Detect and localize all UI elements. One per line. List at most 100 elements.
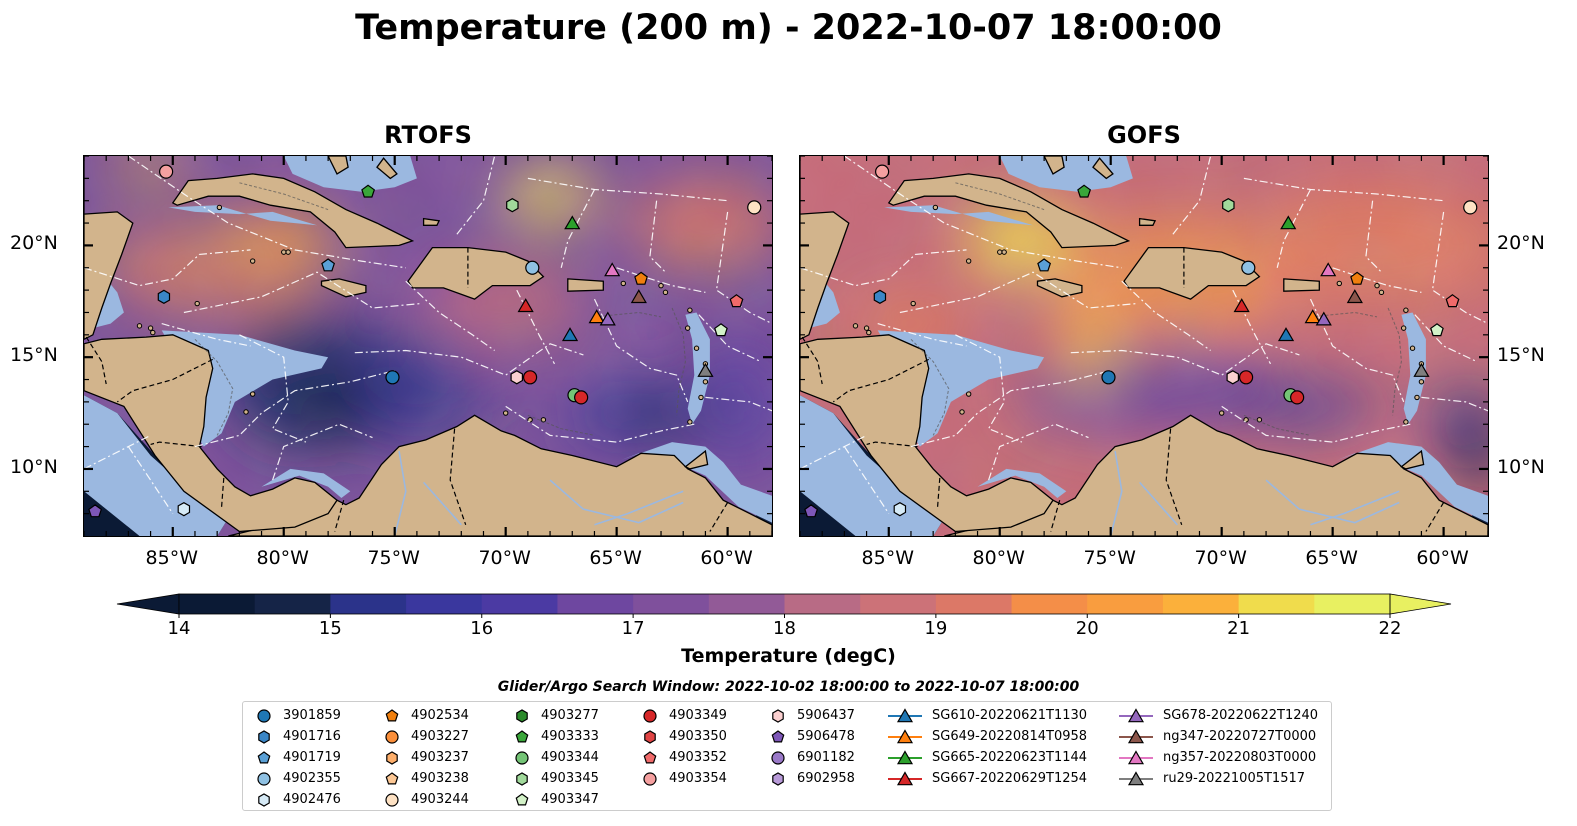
observation-marker — [1304, 309, 1321, 324]
small-island — [1243, 417, 1249, 423]
triangle-marker-icon — [888, 707, 922, 722]
legend-entry: 5906478 — [769, 726, 855, 747]
map-rtofs[interactable] — [83, 155, 773, 537]
triangle-marker-icon — [1119, 728, 1153, 743]
lat-tick-label-left: 15°N — [10, 344, 58, 367]
pentagon-icon — [257, 750, 271, 763]
pentagon-icon — [385, 708, 399, 721]
colorbar-bin — [633, 594, 710, 614]
legend-entry-label: 4902355 — [283, 771, 341, 786]
circle-marker-icon — [771, 750, 785, 765]
observation-marker — [574, 390, 589, 405]
map-rtofs-canvas — [84, 156, 772, 536]
circle-marker-icon — [515, 750, 529, 765]
small-island — [194, 300, 200, 307]
colorbar-bin — [179, 594, 256, 614]
legend-entry: SG649-20220814T0958 — [888, 726, 1087, 747]
shelf-cubaShelf — [168, 205, 317, 226]
observation-marker — [1445, 294, 1460, 308]
observation-marker — [729, 294, 744, 308]
eez-boundaries — [800, 156, 1488, 514]
observation-marker — [517, 298, 534, 313]
observation-marker — [1233, 298, 1250, 313]
observation-marker — [630, 289, 647, 304]
legend-entry: SG665-20220623T1144 — [888, 747, 1087, 768]
lon-tick-label: 85°W — [145, 547, 198, 569]
legend-entry-label: 4901719 — [283, 750, 341, 765]
observation-marker — [1290, 390, 1305, 405]
pentagon-icon — [643, 750, 657, 763]
lat-tick-label-left: 10°N — [10, 455, 58, 478]
legend-entry-label: SG665-20220623T1144 — [932, 750, 1088, 765]
observation-markers — [804, 164, 1478, 518]
observation-marker — [1346, 289, 1363, 304]
legend-entry-label: 5906437 — [797, 708, 855, 723]
land-puertoRico — [567, 278, 604, 292]
land — [800, 156, 1488, 536]
small-island — [147, 325, 154, 331]
hexagon-marker-icon — [644, 729, 656, 744]
land-bahamas2 — [376, 157, 398, 180]
hexagon-icon — [258, 792, 270, 807]
colorbar-extend-max — [1389, 593, 1452, 615]
legend-entry: SG610-20220621T1130 — [888, 705, 1087, 726]
legend-entry: 3901859 — [255, 705, 341, 726]
land-jamaica — [1036, 278, 1083, 298]
observation-marker — [599, 311, 616, 326]
map-gofs[interactable] — [799, 155, 1489, 537]
colorbar-tick-label: 15 — [318, 618, 342, 639]
legend-entry: 4903347 — [513, 789, 599, 810]
circle-icon — [515, 750, 529, 765]
circle-icon — [385, 729, 399, 744]
triangle-icon — [896, 707, 914, 722]
land-southAmerica — [228, 414, 772, 536]
legend-entry-label: ng347-20220727T0000 — [1163, 729, 1317, 744]
colorbar-tick-label: 21 — [1227, 618, 1251, 639]
triangle-marker-icon — [1119, 749, 1153, 764]
observation-marker — [634, 271, 648, 285]
small-island — [693, 345, 700, 351]
observation-marker — [875, 164, 890, 179]
legend-entry-label: 4903244 — [411, 792, 469, 807]
lon-tick-label: 60°W — [1416, 547, 1469, 569]
lon-tick-label: 65°W — [1305, 547, 1358, 569]
land-yucatan — [84, 156, 134, 341]
legend-entry: 4903277 — [513, 705, 599, 726]
lon-tick-label: 80°W — [256, 547, 309, 569]
circle-marker-icon — [385, 729, 399, 744]
observation-marker — [88, 504, 103, 518]
circle-marker-icon — [643, 771, 657, 786]
colorbar-tick-label: 18 — [773, 618, 796, 639]
colorbar-bin — [1011, 594, 1088, 614]
legend-entry: 4903227 — [383, 726, 469, 747]
colorbar-bin — [1314, 594, 1391, 614]
land-centralAmerica — [800, 334, 1054, 533]
small-island — [1218, 410, 1225, 416]
small-island — [698, 394, 704, 401]
legend-entry: 6902958 — [769, 768, 855, 789]
observation-marker — [506, 198, 519, 213]
legend-entry: 4903244 — [383, 789, 469, 810]
legend-entry: 4903354 — [641, 768, 727, 789]
legend-entry: 6901182 — [769, 747, 855, 768]
legend-entry-label: 4903227 — [411, 729, 469, 744]
hexagon-marker-icon — [258, 792, 270, 807]
circle-icon — [771, 750, 785, 765]
colorbar-tick-label: 17 — [621, 618, 645, 639]
frame-ticks — [84, 156, 772, 536]
colorbar-tick-label: 14 — [167, 618, 191, 639]
small-island — [932, 204, 939, 211]
legend-entry: 5906437 — [769, 705, 855, 726]
triangle-icon — [1127, 770, 1145, 785]
triangle-marker-icon — [1119, 707, 1153, 722]
lon-tick-label: 70°W — [478, 547, 531, 569]
lat-tick-label-right: 15°N — [1497, 344, 1545, 367]
country-borders — [85, 247, 729, 532]
small-island — [136, 323, 143, 329]
observation-marker — [1463, 200, 1478, 215]
colorbar-bin — [708, 594, 785, 614]
hexagon-icon — [258, 729, 270, 744]
legend-entry-label: 4902534 — [411, 708, 469, 723]
small-island — [216, 204, 223, 211]
observation-marker — [1101, 370, 1116, 385]
